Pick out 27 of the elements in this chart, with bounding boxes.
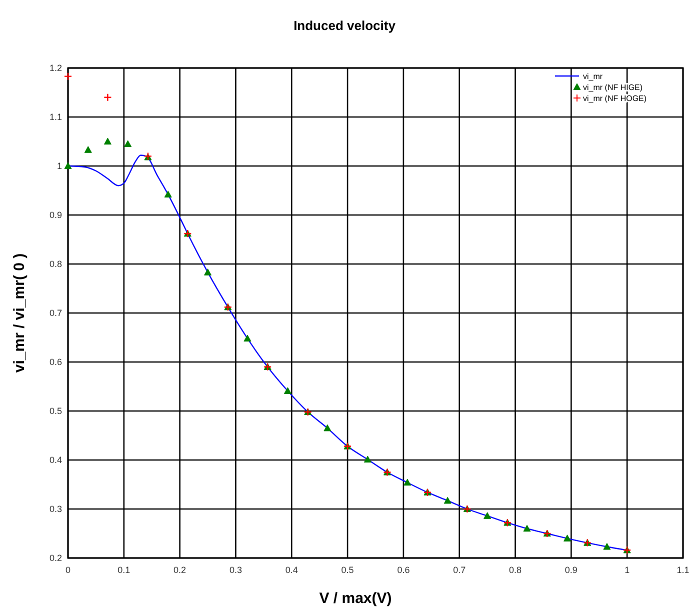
y-tick-label: 0.5	[49, 406, 62, 416]
x-tick-label: 0.3	[229, 565, 242, 575]
x-tick-label: 0.9	[564, 565, 578, 575]
x-axis-title: V / max(V)	[319, 590, 392, 607]
x-tick-label: 0.2	[174, 565, 186, 575]
y-tick-label: 0.4	[49, 455, 62, 465]
x-tick-label: 0	[65, 565, 71, 575]
x-tick-label: 0.8	[509, 565, 522, 575]
y-axis-title: vi_mr / vi_mr( 0 )	[11, 253, 28, 373]
y-tick-label: 0.7	[49, 308, 62, 318]
legend-label: vi_mr	[583, 72, 603, 81]
x-tick-label: 0.7	[453, 565, 466, 575]
y-tick-label: 0.6	[49, 357, 62, 367]
y-tick-label: 0.2	[49, 553, 62, 563]
y-tick-label: 1.1	[49, 112, 62, 122]
y-tick-label: 1	[56, 161, 62, 171]
chart-title: Induced velocity	[294, 18, 396, 33]
y-tick-label: 0.3	[49, 504, 62, 514]
y-tick-label: 1.2	[49, 63, 62, 73]
x-tick-label: 0.5	[341, 565, 354, 575]
x-tick-label: 0.6	[397, 565, 410, 575]
y-tick-label: 0.8	[49, 259, 62, 269]
x-tick-label: 0.4	[285, 565, 298, 575]
x-tick-label: 1.1	[676, 565, 689, 575]
x-tick-label: 0.1	[118, 565, 130, 575]
x-tick-label: 1	[624, 565, 630, 575]
y-tick-label: 0.9	[49, 210, 62, 220]
